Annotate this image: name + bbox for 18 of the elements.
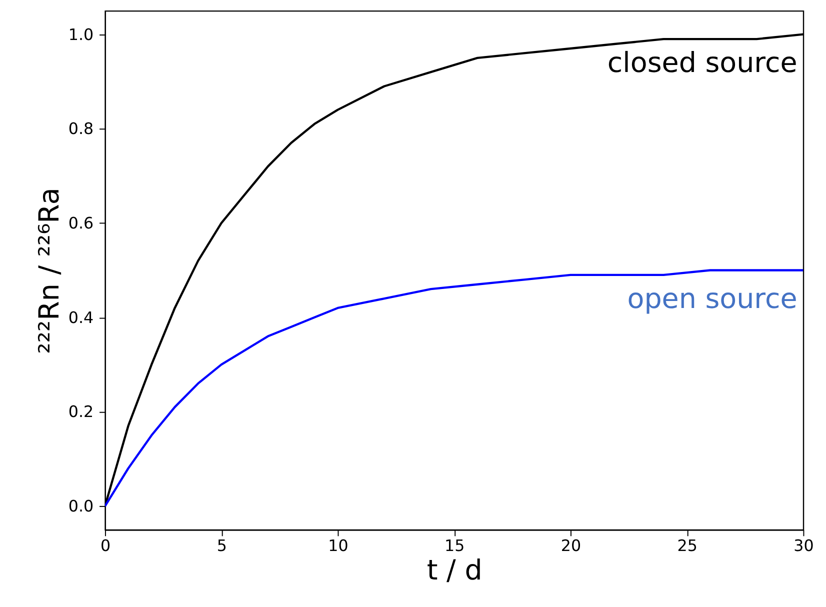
x-axis-title: t / d bbox=[426, 554, 482, 587]
x-tick-label: 5 bbox=[216, 536, 227, 556]
x-tick-label: 30 bbox=[794, 536, 814, 556]
y-tick-label: 0.4 bbox=[68, 308, 94, 327]
x-tick-label: 20 bbox=[560, 536, 582, 556]
series-label: open source bbox=[627, 282, 798, 315]
y-tick-label: 0.2 bbox=[68, 402, 94, 422]
x-tick-label: 0 bbox=[100, 536, 111, 556]
y-tick-label: 0.8 bbox=[68, 119, 94, 138]
line-series bbox=[104, 269, 804, 508]
x-tick-label: 15 bbox=[444, 536, 465, 556]
x-tick-label: 10 bbox=[328, 536, 348, 556]
y-tick-label: 0.6 bbox=[68, 214, 94, 232]
y-axis-title: ²²²Rn / ²²⁶Ra bbox=[32, 188, 66, 354]
x-tick-label: 25 bbox=[677, 536, 698, 556]
series-label: closed source bbox=[607, 46, 798, 79]
y-tick-label: 0.0 bbox=[68, 496, 94, 516]
y-tick-label: 1.0 bbox=[68, 24, 94, 44]
